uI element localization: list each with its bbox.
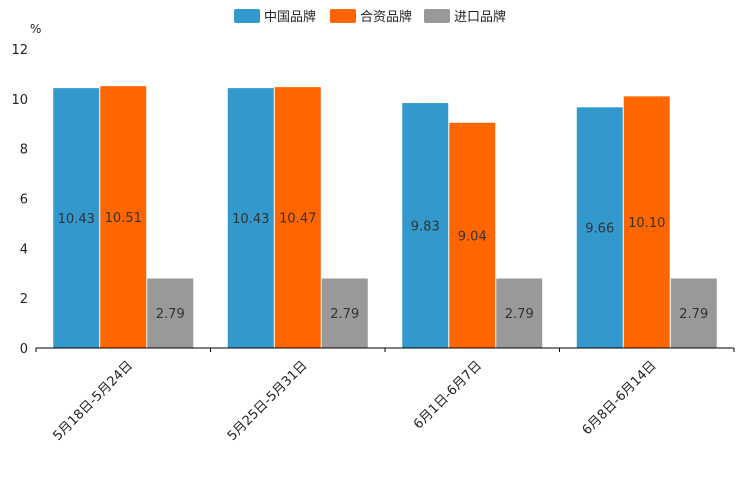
bar-value-label: 2.79 — [330, 307, 359, 322]
bar-合资品牌-2 — [449, 122, 496, 349]
legend-swatch — [424, 9, 450, 23]
legend-label: 进口品牌 — [454, 9, 506, 25]
bar-value-label: 2.79 — [505, 307, 534, 322]
x-category-label: 5月18日-5月24日 — [50, 358, 136, 444]
x-category-label: 6月1日-6月7日 — [411, 358, 485, 432]
bar-进口品牌-0 — [147, 278, 194, 348]
bar-value-label: 2.79 — [679, 307, 708, 322]
bar-中国品牌-2 — [402, 103, 449, 348]
legend: 中国品牌 合资品牌 进口品牌 — [234, 9, 506, 25]
bar-合资品牌-1 — [274, 87, 321, 348]
y-tick-label: 4 — [20, 242, 28, 257]
y-axis: 0 2 4 6 8 10 12 — [11, 43, 28, 357]
bar-进口品牌-1 — [321, 278, 368, 348]
legend-label: 合资品牌 — [360, 9, 412, 25]
legend-swatch — [330, 9, 356, 23]
y-axis-unit-label: % — [30, 22, 41, 36]
x-axis: 5月18日-5月24日 5月25日-5月31日 6月1日-6月7日 6月8日-6月14… — [35, 347, 735, 444]
y-tick-label: 2 — [20, 292, 28, 307]
bar-value-label: 9.66 — [585, 222, 614, 237]
bar-value-label: 10.51 — [105, 211, 142, 226]
bar-进口品牌-2 — [496, 278, 543, 348]
x-category-label: 6月8日-6月14日 — [580, 358, 660, 438]
y-tick-label: 6 — [20, 193, 28, 208]
bar-value-label: 10.10 — [628, 216, 665, 231]
bar-中国品牌-1 — [227, 88, 274, 348]
bar-value-label: 10.47 — [279, 212, 316, 227]
bar-value-label: 2.79 — [156, 307, 185, 322]
bar-进口品牌-3 — [670, 278, 717, 348]
y-tick-label: 10 — [11, 93, 28, 108]
bars: 10.43 10.51 2.79 10.43 10.47 2.79 9.83 9.04 2.79… — [53, 86, 717, 349]
x-category-label: 5月25日-5月31日 — [225, 358, 311, 444]
bar-value-label: 10.43 — [58, 212, 95, 227]
y-tick-label: 0 — [20, 342, 28, 357]
legend-label: 中国品牌 — [264, 9, 316, 25]
bar-合资品牌-3 — [623, 96, 670, 348]
bar-value-label: 10.43 — [232, 212, 269, 227]
y-tick-label: 8 — [20, 143, 28, 158]
bar-value-label: 9.04 — [458, 229, 487, 244]
bar-中国品牌-3 — [576, 107, 623, 349]
y-tick-label: 12 — [11, 43, 28, 58]
bar-value-label: 9.83 — [411, 220, 440, 235]
legend-swatch — [234, 9, 260, 23]
bar-合资品牌-0 — [100, 86, 147, 349]
bar-中国品牌-0 — [53, 88, 100, 348]
